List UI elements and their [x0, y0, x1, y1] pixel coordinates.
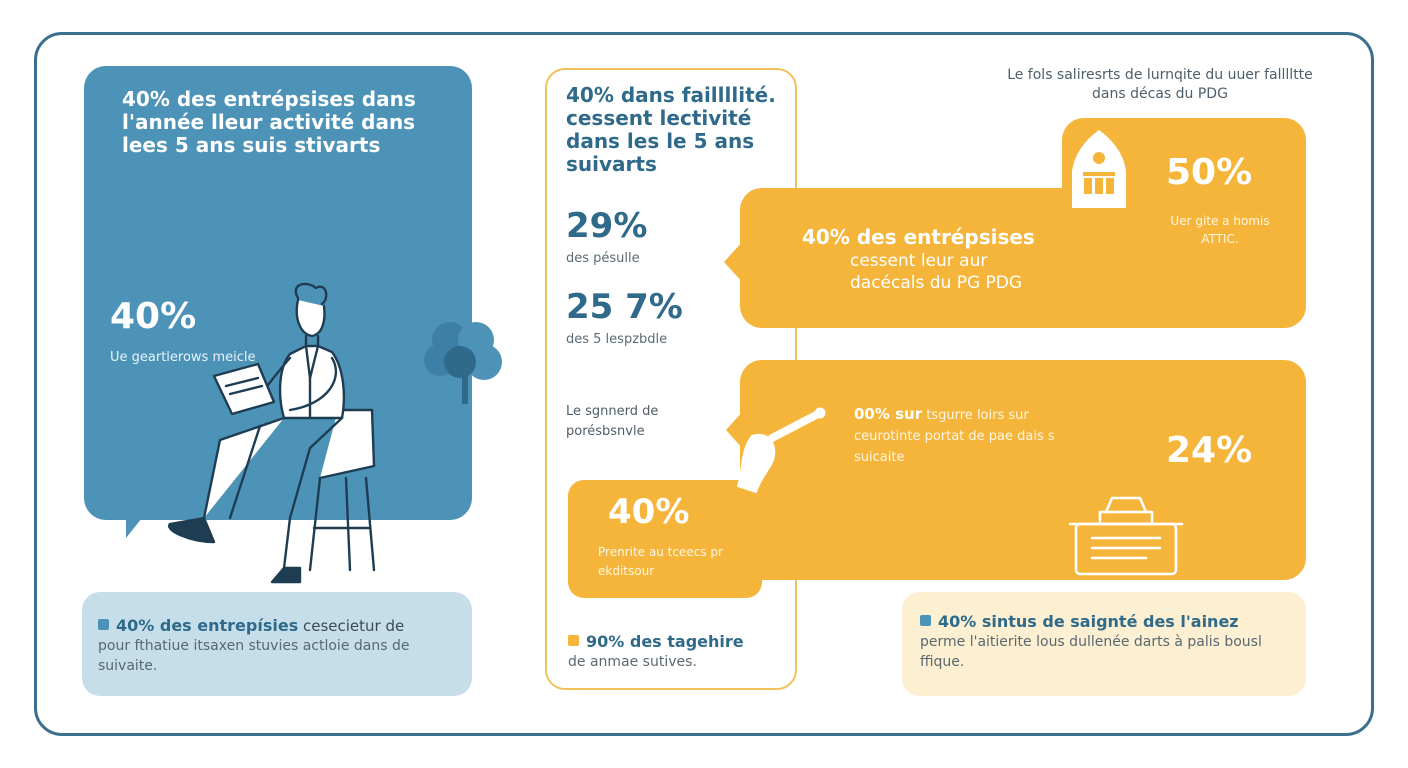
typewriter-icon	[1068, 496, 1184, 576]
right-top-stat: 50%	[1166, 152, 1253, 193]
right-lower-card-tail	[726, 410, 744, 450]
middle-note-body: de anmae sutives.	[568, 654, 697, 670]
middle-stat-2: 25 7%	[566, 287, 683, 327]
tree-icon	[424, 322, 502, 404]
right-lower-orange-card	[740, 360, 1306, 580]
building-icon	[1072, 130, 1126, 208]
middle-card-title: 40% dans faillllité. cessent lectivité d…	[566, 83, 776, 176]
right-top-caption: Le fols saliresrts de lurnqite du uuer f…	[1007, 67, 1313, 102]
right-lower-title: 00% sur tsgurre loirs sur ceurotinte por…	[854, 405, 1055, 465]
pointing-hand-icon	[737, 407, 826, 493]
right-banner-tail	[724, 240, 744, 284]
middle-label: Le sgnnerd de porésbsnvle	[566, 404, 659, 439]
middle-stat-1: 29%	[566, 206, 648, 246]
left-note-card: 40% des entrepísies cesecietur de pour f…	[82, 592, 472, 696]
left-card-tail	[126, 508, 150, 538]
right-banner-subtitle: cessent leur aur dacécals du PG PDG	[850, 251, 1023, 293]
bullet-square-icon	[920, 615, 931, 626]
middle-orange-box	[568, 480, 762, 598]
middle-note: 90% des tagehire de anmae sutives.	[568, 632, 778, 672]
right-note-card: 40% sintus de saignté des l'ainez perme …	[902, 592, 1306, 696]
left-big-stat: 40%	[110, 296, 197, 337]
middle-stat-1-caption: des pésulle	[566, 251, 640, 266]
middle-box-caption: Prenrite au tceecs pr ekditsour	[598, 545, 723, 578]
right-top-stat-caption: Uer gite a homis ATTIC.	[1170, 214, 1270, 246]
left-big-stat-caption: Ue geartlerows meicle	[110, 350, 256, 365]
bullet-square-icon	[98, 619, 109, 630]
left-card-title: 40% des entrépsises dans l'année lleur a…	[122, 87, 416, 157]
middle-note-heading: 90% des tagehire	[568, 632, 778, 652]
left-note-heading: 40% des entrepísies cesecietur de	[98, 616, 452, 636]
right-lower-stat: 24%	[1166, 430, 1253, 471]
bullet-square-icon	[568, 635, 579, 646]
person-reading-icon	[167, 282, 376, 584]
right-banner-title: 40% des entrépsises	[802, 225, 1035, 249]
left-note-body: pour fthatiue itsaxen stuvies actloie da…	[98, 638, 410, 674]
right-note-heading: 40% sintus de saignté des l'ainez	[920, 612, 1288, 632]
right-main-orange-banner	[740, 188, 1306, 328]
left-blue-card	[84, 66, 472, 520]
middle-stat-2-caption: des 5 lespzbdle	[566, 332, 668, 347]
middle-box-stat: 40%	[608, 492, 690, 532]
right-note-body: perme l'aitierite lous dullenée darts à …	[920, 634, 1262, 670]
